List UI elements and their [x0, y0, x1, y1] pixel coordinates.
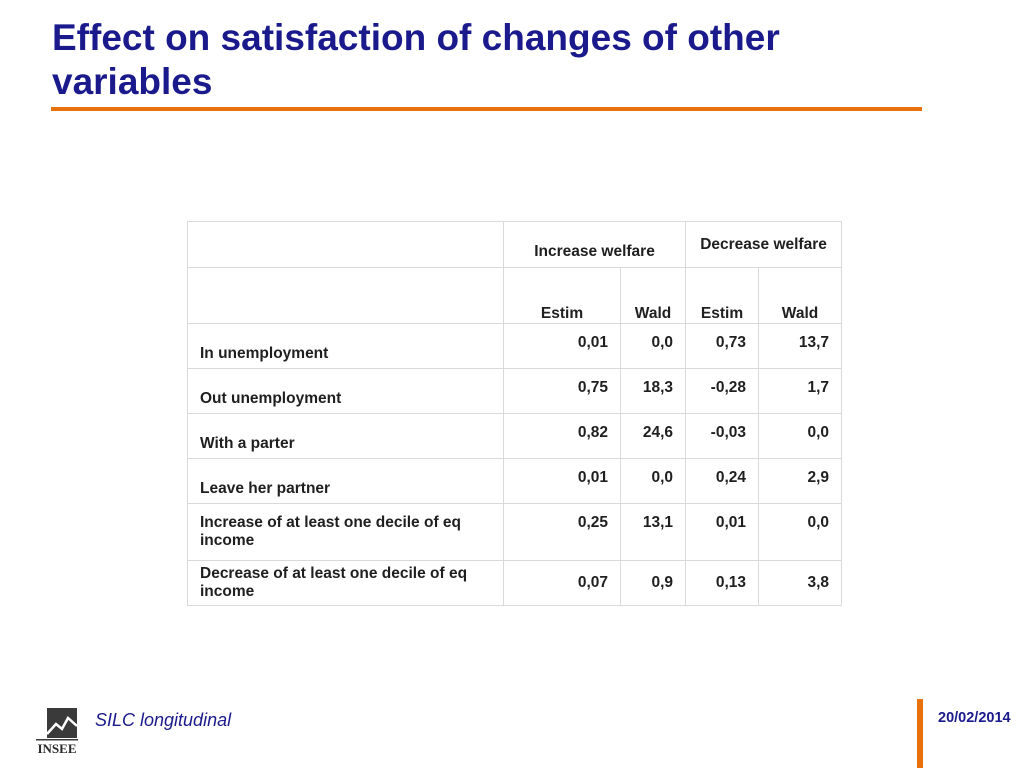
increase-wald-value: 0,9 [619, 560, 687, 606]
decrease-wald-header: Wald [758, 267, 843, 324]
increase-estim-value: 0,01 [503, 458, 621, 504]
sub-header-row: Estim Wald Estim Wald [187, 267, 843, 324]
row-label: With a parter [187, 413, 504, 459]
row-label: Leave her partner [187, 458, 504, 504]
increase-wald-value: 0,0 [619, 458, 687, 504]
increase-wald-header: Wald [619, 267, 687, 324]
increase-estim-value: 0,25 [503, 503, 621, 561]
table-row: With a parter 0,82 24,6 -0,03 0,0 [187, 413, 843, 459]
slide-title: Effect on satisfaction of changes of oth… [52, 17, 780, 102]
decrease-estim-value: 0,73 [685, 323, 760, 369]
footer-accent-bar [917, 699, 923, 768]
table-row: Increase of at least one decile of eq in… [187, 503, 843, 561]
row-label: Increase of at least one decile of eq in… [187, 503, 504, 561]
insee-logo: INSEE [36, 708, 78, 756]
increase-estim-header: Estim [503, 267, 621, 324]
row-label: In unemployment [187, 323, 504, 369]
decrease-estim-value: -0,28 [685, 368, 760, 414]
table-row: In unemployment 0,01 0,0 0,73 13,7 [187, 323, 843, 369]
insee-logo-text: INSEE [37, 741, 76, 756]
increase-wald-value: 24,6 [619, 413, 687, 459]
row-label: Decrease of at least one decile of eq in… [187, 560, 504, 606]
label-header-cell [187, 267, 504, 324]
increase-estim-value: 0,01 [503, 323, 621, 369]
decrease-estim-header: Estim [685, 267, 760, 324]
increase-wald-value: 0,0 [619, 323, 687, 369]
title-underline [51, 107, 922, 111]
row-label: Out unemployment [187, 368, 504, 414]
results-table: Increase welfare Decrease welfare Estim … [187, 221, 843, 606]
increase-wald-value: 18,3 [619, 368, 687, 414]
increase-estim-value: 0,82 [503, 413, 621, 459]
decrease-wald-value: 0,0 [758, 413, 843, 459]
decrease-wald-value: 0,0 [758, 503, 843, 561]
increase-estim-value: 0,75 [503, 368, 621, 414]
corner-cell [187, 221, 504, 268]
increase-welfare-header: Increase welfare [502, 221, 687, 268]
decrease-wald-value: 13,7 [758, 323, 843, 369]
decrease-estim-value: 0,13 [685, 560, 760, 606]
decrease-wald-value: 3,8 [758, 560, 843, 606]
footer-date: 20/02/2014 [938, 710, 1011, 726]
decrease-estim-value: -0,03 [685, 413, 760, 459]
group-header-row: Increase welfare Decrease welfare [187, 221, 843, 268]
footer-title: SILC longitudinal [95, 710, 232, 730]
decrease-welfare-header: Decrease welfare [685, 221, 843, 268]
table-row: Leave her partner 0,01 0,0 0,24 2,9 [187, 458, 843, 504]
increase-wald-value: 13,1 [619, 503, 687, 561]
increase-estim-value: 0,07 [503, 560, 621, 606]
decrease-estim-value: 0,01 [685, 503, 760, 561]
decrease-wald-value: 1,7 [758, 368, 843, 414]
table-row: Decrease of at least one decile of eq in… [187, 560, 843, 606]
decrease-wald-value: 2,9 [758, 458, 843, 504]
decrease-estim-value: 0,24 [685, 458, 760, 504]
table-row: Out unemployment 0,75 18,3 -0,28 1,7 [187, 368, 843, 414]
